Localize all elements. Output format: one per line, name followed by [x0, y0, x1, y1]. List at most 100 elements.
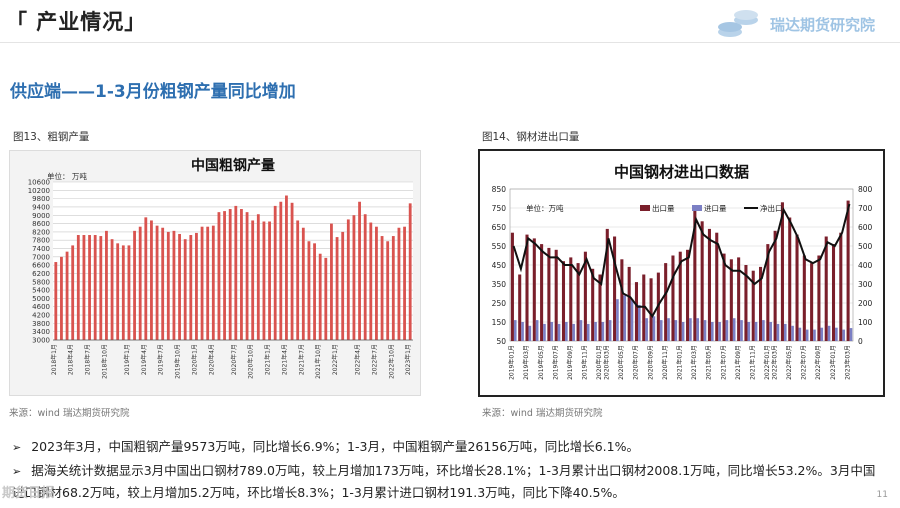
chart1-bar — [324, 257, 328, 340]
chart2-xtick-label: 2020年07月 — [632, 345, 640, 380]
chart2-export-bar — [510, 232, 514, 341]
chart1-bar — [251, 220, 255, 340]
chart1-xtick-label: 2018年4月 — [67, 344, 75, 375]
chart2-export-bar — [751, 270, 755, 341]
chart1-xtick-label: 2021年7月 — [297, 344, 305, 375]
chart1-bar — [391, 236, 395, 340]
chart2-import-bar — [725, 320, 729, 341]
chart1-bar — [228, 209, 232, 340]
chart1-bar — [268, 221, 271, 340]
chart1-bar — [65, 251, 69, 340]
chart1-bar — [408, 203, 412, 340]
chart1-ytick-label: 9400 — [32, 203, 50, 211]
chart2-xtick-label: 2020年09月 — [646, 345, 654, 380]
chart1-ytick-label: 4600 — [32, 303, 50, 311]
chart2-left-tick-label: 650 — [492, 223, 507, 232]
chart2-xtick-label: 2021年11月 — [748, 345, 756, 380]
chart2-export-bar — [634, 282, 639, 341]
chart2-legend-label: 净出口 — [760, 203, 783, 213]
chart2-xtick-label: 2020年01月 — [595, 345, 603, 380]
chart1-bar — [172, 230, 176, 340]
chart2-export-bar — [613, 236, 617, 341]
chart1-bar — [144, 217, 148, 340]
chart2-export-bar — [707, 228, 711, 341]
chart2-export-bar — [518, 274, 522, 341]
chart1-bar — [245, 212, 249, 340]
chart1-bar — [60, 256, 63, 340]
chart1-bar — [105, 230, 108, 340]
chart1-bar — [279, 201, 283, 340]
chart1-xtick-label: 2018年1月 — [50, 344, 58, 375]
chart1-ytick-label: 5000 — [32, 295, 50, 303]
chart2-import-bar — [594, 322, 597, 341]
chart2-export-bar — [810, 263, 814, 341]
chart1-xtick-label: 2022年7月 — [370, 344, 378, 375]
chart1-ytick-label: 3000 — [32, 337, 50, 345]
chart2-export-bar — [569, 257, 573, 341]
chart1-bar — [110, 239, 114, 340]
chart1-bar — [183, 239, 187, 340]
chart2-export-bar — [693, 206, 697, 341]
chart1-ytick-label: 5800 — [32, 278, 50, 286]
chart1-ytick-label: 6600 — [32, 262, 50, 270]
chart1-ytick-label: 7800 — [32, 237, 50, 245]
chart2-xtick-label: 2021年05月 — [705, 345, 713, 380]
brand-name: 瑞达期货研究院 — [770, 16, 876, 34]
bullet-text-2: 据海关统计数据显示3月中国出口钢材789.0万吨，较上月增加173万吨，环比增长… — [12, 463, 876, 500]
chart1-xtick-label: 2021年1月 — [264, 344, 272, 375]
chart1-bar — [189, 235, 193, 340]
chart1-xtick-label: 2018年10月 — [100, 344, 108, 379]
bullet-arrow-icon: ➢ — [12, 441, 22, 454]
coin-stack-icon — [718, 10, 758, 37]
chart2-export-bar — [700, 221, 704, 341]
chart2-export-bar — [591, 268, 595, 341]
chart1-xtick-label: 2019年4月 — [140, 344, 148, 375]
figure-14-caption: 图14、钢材进出口量 — [482, 131, 580, 143]
chart2-import-bar — [783, 323, 787, 341]
chart2-import-bar — [572, 323, 575, 341]
chart2-import-bar — [674, 320, 678, 341]
chart2-export-bar — [817, 255, 821, 341]
chart2-export-bar — [525, 234, 529, 341]
chart1-bar — [150, 220, 153, 340]
chart1-ytick-label: 10600 — [28, 179, 50, 187]
chart2-title: 中国钢材进出口数据 — [614, 163, 749, 181]
chart2-xtick-label: 2021年09月 — [734, 345, 742, 380]
chart1-ytick-label: 8600 — [32, 220, 50, 228]
chart2-import-bar — [630, 299, 634, 341]
chart2-export-bar — [532, 238, 536, 341]
chart2-export-bar — [773, 230, 777, 341]
chart2-export-bar — [824, 236, 828, 341]
chart1-ytick-label: 7000 — [32, 253, 50, 261]
chart2-export-bar — [788, 217, 792, 341]
chart1-bar — [375, 226, 378, 340]
chart2-export-bar — [671, 255, 675, 341]
chart1-xtick-label: 2020年4月 — [207, 344, 215, 375]
chart2-xtick-label: 2020年05月 — [617, 345, 625, 380]
chart2-export-bar — [598, 274, 602, 341]
chart2-export-bar — [686, 249, 690, 341]
chart2-left-tick-label: 850 — [492, 185, 507, 194]
chart2-legend-swatch-export — [640, 205, 650, 211]
chart1-bar — [99, 236, 103, 340]
chart1-bar — [155, 225, 159, 340]
chart2-export-bar — [583, 251, 587, 341]
chart1-xtick-label: 2019年7月 — [157, 344, 165, 375]
chart1-ytick-label: 8200 — [32, 228, 50, 236]
chart2-import-bar — [754, 322, 758, 341]
chart2-export-bar — [547, 247, 551, 341]
chart1-xtick-label: 2020年7月 — [230, 344, 238, 375]
chart1-ytick-label: 6200 — [32, 270, 50, 278]
chart2-xtick-label: 2019年01月 — [508, 345, 516, 380]
chart2-xtick-label: 2022年03月 — [770, 345, 778, 380]
chart1-bar — [318, 253, 322, 340]
chart2-export-bar — [729, 259, 733, 341]
chart1-bar — [240, 209, 243, 340]
chart2-export-bar — [766, 244, 770, 341]
chart2-import-bar — [565, 322, 568, 341]
bullet-item-2: ➢ 据海关统计数据显示3月中国出口钢材789.0万吨，较上月增加173万吨，环比增… — [12, 460, 882, 503]
chart2-xtick-label: 2022年01月 — [763, 345, 771, 380]
chart1-bar — [330, 223, 333, 340]
chart1-ytick-label: 10200 — [28, 187, 50, 195]
chart1-ytick-label: 9800 — [32, 195, 50, 203]
